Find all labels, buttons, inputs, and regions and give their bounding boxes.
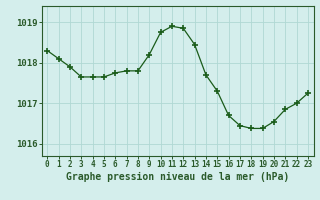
X-axis label: Graphe pression niveau de la mer (hPa): Graphe pression niveau de la mer (hPa) [66, 172, 289, 182]
